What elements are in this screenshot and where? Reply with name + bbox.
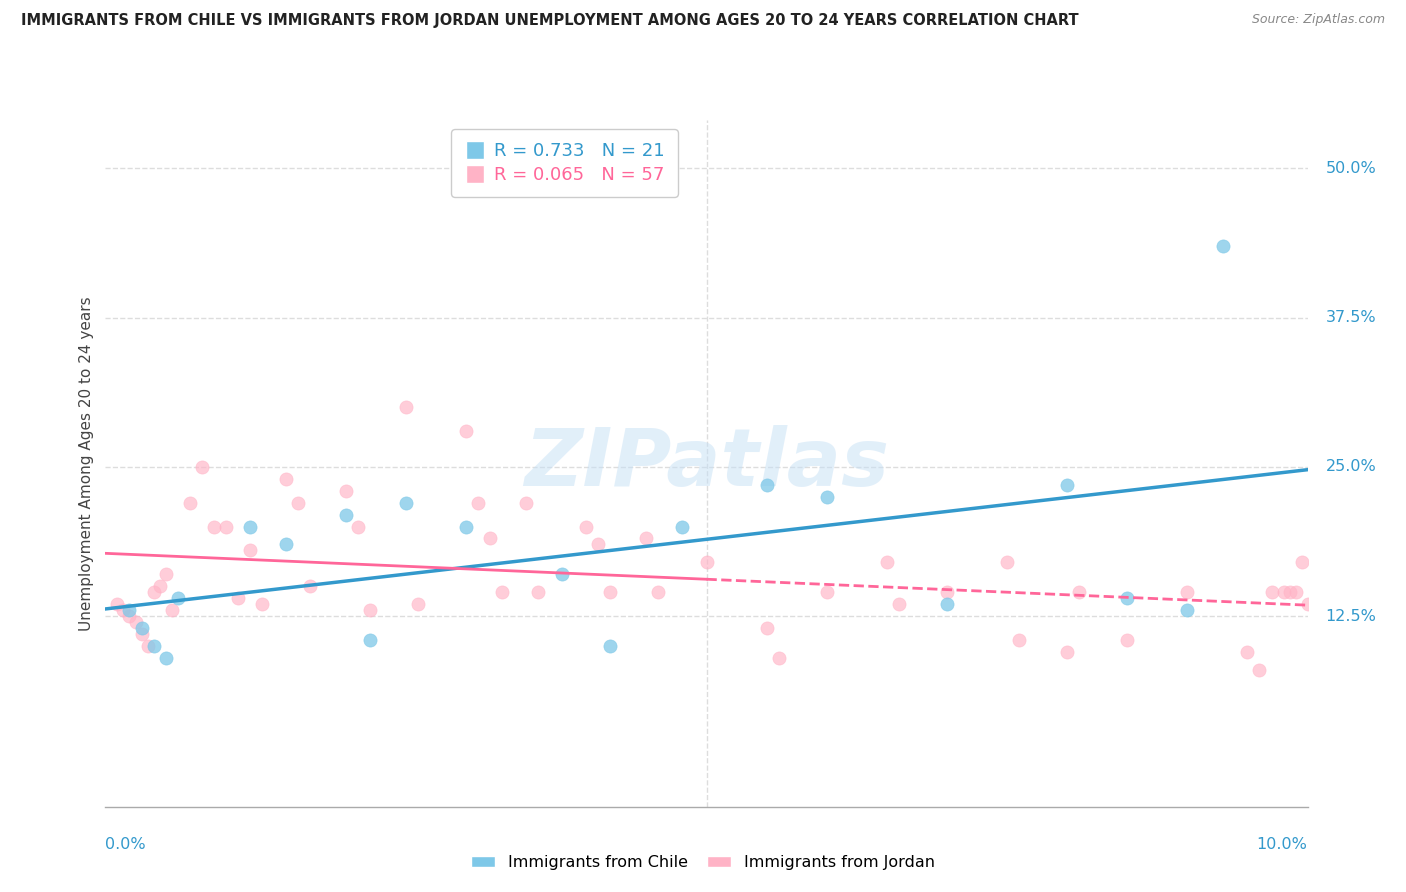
Text: 10.0%: 10.0% — [1257, 837, 1308, 852]
Point — [335, 508, 357, 522]
Point — [815, 585, 838, 599]
Point — [1212, 239, 1234, 253]
Text: 50.0%: 50.0% — [1326, 161, 1376, 176]
Text: 37.5%: 37.5% — [1326, 310, 1376, 325]
Point — [551, 567, 574, 582]
Point — [142, 639, 165, 653]
Point — [1056, 477, 1078, 491]
Legend: R = 0.733   N = 21, R = 0.065   N = 57: R = 0.733 N = 21, R = 0.065 N = 57 — [451, 129, 678, 197]
Text: 25.0%: 25.0% — [1326, 459, 1376, 475]
Point — [456, 424, 478, 438]
Point — [298, 579, 321, 593]
Point — [155, 651, 177, 665]
Point — [815, 490, 838, 504]
Point — [647, 585, 669, 599]
Point — [1296, 597, 1319, 611]
Text: IMMIGRANTS FROM CHILE VS IMMIGRANTS FROM JORDAN UNEMPLOYMENT AMONG AGES 20 TO 24: IMMIGRANTS FROM CHILE VS IMMIGRANTS FROM… — [21, 13, 1078, 29]
Point — [1056, 645, 1078, 659]
Point — [214, 519, 236, 533]
Text: 0.0%: 0.0% — [105, 837, 146, 852]
Point — [160, 603, 183, 617]
Point — [456, 519, 478, 533]
Legend: Immigrants from Chile, Immigrants from Jordan: Immigrants from Chile, Immigrants from J… — [465, 849, 941, 877]
Point — [755, 621, 778, 635]
Point — [250, 597, 273, 611]
Point — [107, 597, 129, 611]
Point — [1069, 585, 1091, 599]
Point — [936, 585, 959, 599]
Point — [118, 609, 141, 624]
Y-axis label: Unemployment Among Ages 20 to 24 years: Unemployment Among Ages 20 to 24 years — [79, 296, 94, 632]
Point — [1175, 603, 1198, 617]
Point — [202, 519, 225, 533]
Point — [696, 555, 718, 569]
Point — [479, 532, 502, 546]
Point — [239, 543, 262, 558]
Point — [142, 585, 165, 599]
Point — [1249, 663, 1271, 677]
Point — [287, 496, 309, 510]
Point — [1175, 585, 1198, 599]
Point — [118, 603, 141, 617]
Point — [995, 555, 1018, 569]
Point — [112, 603, 135, 617]
Point — [359, 603, 381, 617]
Point — [887, 597, 910, 611]
Point — [131, 627, 153, 641]
Point — [1278, 585, 1301, 599]
Point — [1284, 585, 1306, 599]
Point — [1116, 633, 1139, 648]
Point — [395, 496, 418, 510]
Point — [131, 621, 153, 635]
Point — [395, 400, 418, 414]
Point — [467, 496, 489, 510]
Point — [515, 496, 537, 510]
Point — [588, 537, 610, 551]
Point — [359, 633, 381, 648]
Point — [190, 459, 212, 474]
Point — [1260, 585, 1282, 599]
Point — [274, 472, 297, 486]
Point — [136, 639, 159, 653]
Point — [1008, 633, 1031, 648]
Point — [527, 585, 550, 599]
Point — [1272, 585, 1295, 599]
Point — [575, 519, 598, 533]
Point — [347, 519, 370, 533]
Point — [1236, 645, 1258, 659]
Point — [148, 579, 170, 593]
Text: ZIPatlas: ZIPatlas — [524, 425, 889, 503]
Point — [599, 585, 621, 599]
Point — [179, 496, 201, 510]
Text: 12.5%: 12.5% — [1326, 608, 1376, 624]
Point — [768, 651, 790, 665]
Point — [599, 639, 621, 653]
Point — [876, 555, 898, 569]
Point — [124, 615, 146, 629]
Point — [155, 567, 177, 582]
Point — [335, 483, 357, 498]
Point — [406, 597, 429, 611]
Point — [226, 591, 249, 606]
Point — [491, 585, 513, 599]
Point — [274, 537, 297, 551]
Point — [755, 477, 778, 491]
Point — [671, 519, 693, 533]
Point — [636, 532, 658, 546]
Point — [1116, 591, 1139, 606]
Point — [1291, 555, 1313, 569]
Text: Source: ZipAtlas.com: Source: ZipAtlas.com — [1251, 13, 1385, 27]
Point — [239, 519, 262, 533]
Point — [166, 591, 188, 606]
Point — [936, 597, 959, 611]
